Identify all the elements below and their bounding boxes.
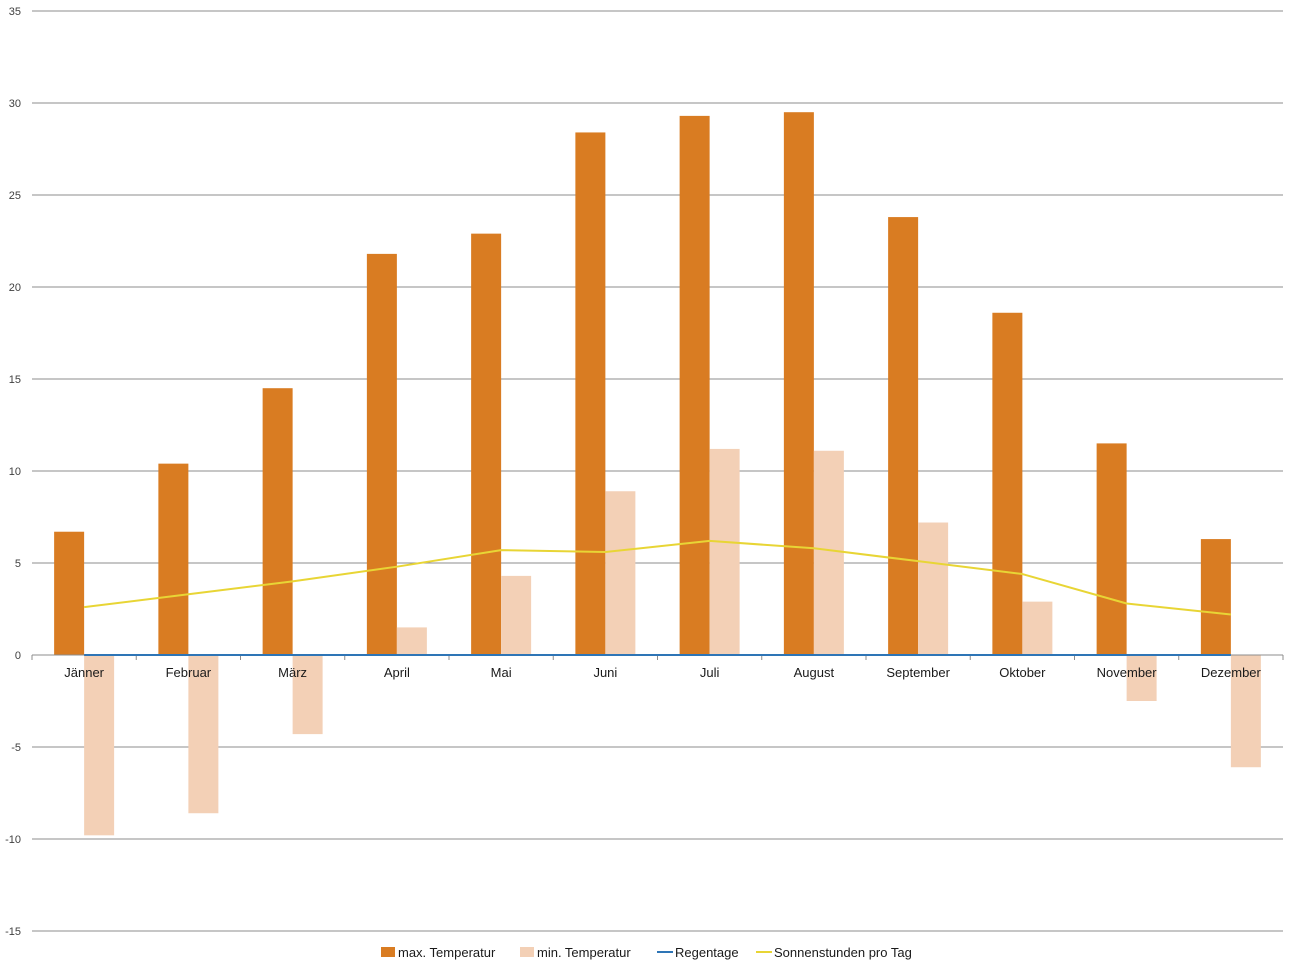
bar-min-temperature <box>396 627 427 655</box>
bar-max-temperature <box>471 233 502 655</box>
y-tick-label: 15 <box>9 374 21 386</box>
bars <box>54 112 1261 836</box>
y-tick-label: 0 <box>15 650 21 662</box>
bar-min-temperature <box>709 448 740 655</box>
bar-max-temperature <box>54 531 85 655</box>
bar-min-temperature <box>188 655 219 814</box>
category-label: Juni <box>593 665 617 680</box>
bar-min-temperature <box>1022 601 1053 655</box>
legend: max. Temperatur min. Temperatur Regentage S… <box>381 945 912 960</box>
x-axis-category-labels: Jänner Februar März April Mai Juni Juli August S… <box>64 665 1261 680</box>
bar-max-temperature <box>1200 539 1231 655</box>
bar-max-temperature <box>158 463 189 655</box>
y-tick-label: -5 <box>11 742 21 754</box>
y-tick-label: 5 <box>15 558 21 570</box>
bar-min-temperature <box>918 522 949 655</box>
legend-swatch <box>381 947 395 957</box>
legend-label: Regentage <box>675 945 739 960</box>
category-label: Juli <box>700 665 720 680</box>
y-tick-label: -15 <box>5 926 21 938</box>
y-tick-label: 30 <box>9 98 21 110</box>
category-label: Februar <box>166 665 212 680</box>
bar-max-temperature <box>262 388 293 655</box>
bar-max-temperature <box>1096 443 1127 655</box>
y-tick-label: 25 <box>9 190 21 202</box>
bar-max-temperature <box>366 253 397 655</box>
bar-min-temperature <box>292 655 323 735</box>
line-sonnenstunden <box>84 539 1231 616</box>
legend-swatch <box>520 947 534 957</box>
legend-label: min. Temperatur <box>537 945 631 960</box>
category-label: April <box>384 665 410 680</box>
category-label: September <box>886 665 950 680</box>
y-tick-label: 35 <box>9 6 21 18</box>
lines <box>84 539 1231 656</box>
category-label: Mai <box>491 665 512 680</box>
bar-min-temperature <box>813 450 844 655</box>
category-label: Dezember <box>1201 665 1262 680</box>
bar-max-temperature <box>783 112 814 655</box>
bar-max-temperature <box>992 312 1023 655</box>
y-axis-tick-labels: 35 30 25 20 15 10 5 0 -5 -10 -15 <box>5 6 21 938</box>
category-label: November <box>1097 665 1158 680</box>
y-tick-label: -10 <box>5 834 21 846</box>
category-label: Jänner <box>64 665 104 680</box>
bar-min-temperature <box>501 575 532 655</box>
bar-min-temperature <box>1126 655 1157 701</box>
category-label: August <box>794 665 835 680</box>
bar-max-temperature <box>575 132 606 655</box>
bar-max-temperature <box>679 115 710 655</box>
legend-label: Sonnenstunden pro Tag <box>774 945 912 960</box>
gridlines <box>32 10 1283 932</box>
bar-min-temperature <box>605 491 636 655</box>
bar-max-temperature <box>888 217 919 655</box>
category-label: Oktober <box>999 665 1046 680</box>
legend-label: max. Temperatur <box>398 945 496 960</box>
category-label: März <box>278 665 307 680</box>
bar-min-temperature <box>1230 655 1261 768</box>
bar-min-temperature <box>84 655 115 836</box>
y-tick-label: 20 <box>9 282 21 294</box>
y-tick-label: 10 <box>9 466 21 478</box>
